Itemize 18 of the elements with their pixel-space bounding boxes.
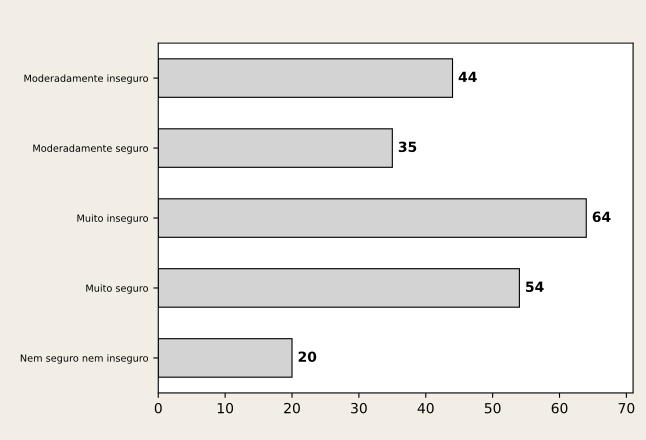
data-label: 44 xyxy=(458,72,477,82)
data-label: 35 xyxy=(398,142,416,152)
y-tick-label: Muito seguro xyxy=(86,284,148,294)
x-tick-label: 10 xyxy=(218,402,234,414)
data-label: 54 xyxy=(526,282,544,292)
data-label: 20 xyxy=(298,351,316,362)
x-tick-label: 0 xyxy=(154,402,162,414)
y-tick-label: Muito inseguro xyxy=(77,214,148,224)
x-tick-label: 50 xyxy=(484,402,501,414)
x-tick-label: 20 xyxy=(284,402,300,414)
y-tick-label: Moderadamente inseguro xyxy=(24,74,148,84)
x-tick-label: 40 xyxy=(418,402,434,414)
x-tick-label: 30 xyxy=(351,402,367,414)
data-label: 64 xyxy=(592,212,611,222)
y-tick-label: Moderadamente seguro xyxy=(33,144,148,154)
x-tick-label: 70 xyxy=(618,402,634,414)
x-tick-label: 60 xyxy=(552,402,568,414)
y-tick-label: Nem seguro nem inseguro xyxy=(20,354,148,364)
